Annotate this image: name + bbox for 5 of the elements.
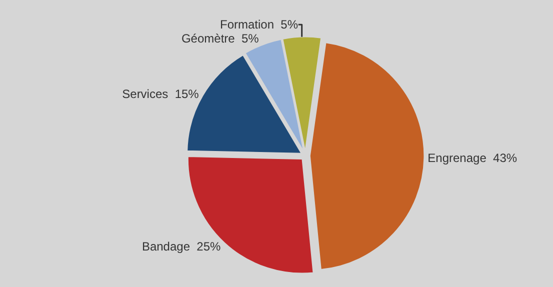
slice-label: Services 15% [122,86,200,101]
slice-label: Formation 5% [220,18,298,32]
slice-label: Bandage 25% [142,240,222,254]
slice-label: Géomètre 5% [181,32,260,46]
slice-label: Engrenage 43% [428,151,518,166]
